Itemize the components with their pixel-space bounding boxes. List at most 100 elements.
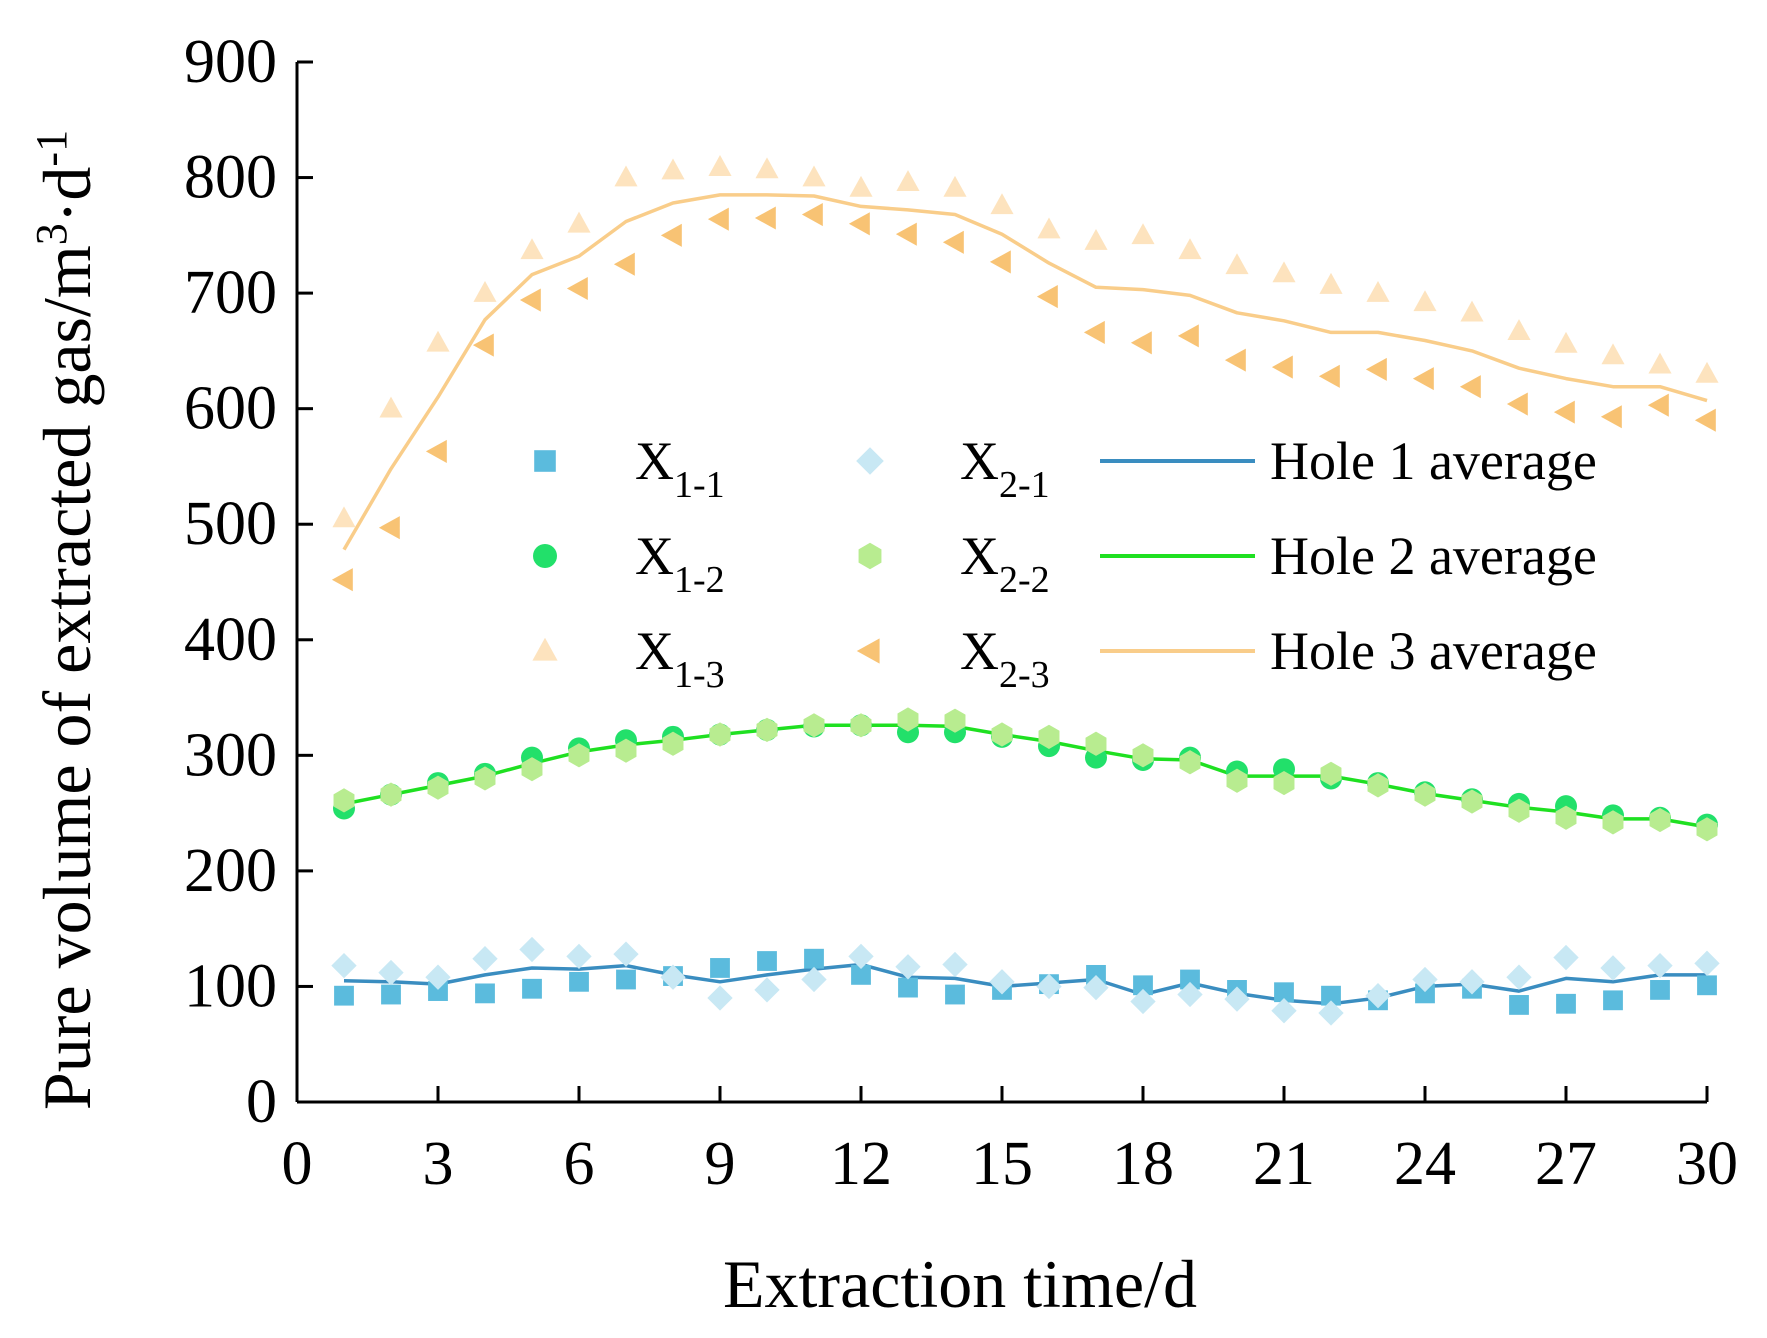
data-point	[1036, 285, 1058, 309]
data-point	[1647, 393, 1669, 417]
legend-label: Hole 1 average	[1270, 431, 1597, 491]
data-point	[1648, 352, 1672, 374]
data-point	[1083, 974, 1109, 1001]
legend-label: Hole 2 average	[1270, 526, 1597, 586]
data-point	[1412, 966, 1438, 993]
y-axis-title-sup1: 3	[27, 223, 76, 245]
data-point	[1318, 364, 1340, 388]
data-point	[1415, 983, 1435, 1004]
x-tick-label: 3	[423, 1130, 454, 1198]
data-point	[756, 717, 778, 743]
data-point	[897, 707, 919, 732]
data-point	[472, 946, 498, 972]
data-point	[521, 757, 543, 782]
data-point	[1650, 980, 1670, 1000]
data-point	[472, 333, 494, 357]
x-axis-title: Extraction time/d	[723, 1246, 1197, 1322]
data-point	[1271, 998, 1297, 1024]
data-point	[1224, 348, 1246, 372]
data-point	[1461, 789, 1483, 814]
x-tick-label: 30	[1676, 1130, 1738, 1198]
y-axis-title-sup2: -1	[27, 130, 76, 167]
data-point	[425, 964, 451, 990]
y-tick-label: 500	[184, 490, 277, 558]
y-tick-label: 0	[246, 1068, 277, 1136]
data-point	[1508, 798, 1530, 823]
average-line-hole-2	[343, 723, 1708, 829]
data-point	[1318, 1000, 1344, 1026]
data-point	[1694, 950, 1720, 976]
data-point	[754, 206, 776, 230]
data-point	[895, 222, 917, 246]
y-tick-label: 200	[184, 837, 277, 905]
data-point	[849, 175, 873, 197]
data-point	[1130, 988, 1156, 1015]
data-point	[804, 948, 824, 969]
data-point	[662, 731, 684, 756]
legend-marker	[856, 638, 880, 664]
y-axis-title-main: Pure volume of extracted gas/m	[29, 245, 105, 1110]
data-point	[942, 230, 964, 254]
data-point	[802, 165, 826, 187]
data-point	[1179, 750, 1201, 775]
data-point	[378, 959, 404, 986]
y-tick-label: 400	[184, 606, 277, 674]
data-point	[332, 506, 356, 528]
data-point	[1459, 969, 1485, 995]
data-point	[1697, 975, 1717, 996]
data-point	[1366, 281, 1390, 302]
data-point	[1273, 770, 1295, 796]
data-point	[475, 983, 495, 1004]
data-points	[331, 155, 1720, 1026]
series-X-1-1	[334, 948, 1717, 1015]
data-point	[566, 276, 588, 301]
legend-label: Hole 3 average	[1270, 621, 1597, 681]
data-point	[1460, 300, 1484, 322]
data-point	[334, 985, 354, 1006]
data-point	[708, 155, 732, 176]
legend-label: X2-1	[960, 431, 1050, 506]
data-point	[1600, 955, 1626, 981]
data-point	[1647, 952, 1673, 979]
data-point	[520, 238, 544, 260]
x-tick-label: 6	[564, 1130, 595, 1198]
data-point	[1272, 261, 1296, 283]
data-point	[1225, 253, 1249, 275]
data-point	[1274, 982, 1294, 1003]
x-tick-label: 15	[971, 1130, 1033, 1198]
data-point	[803, 713, 825, 738]
data-point	[1556, 993, 1576, 1014]
data-point	[898, 977, 918, 998]
data-point	[1224, 986, 1250, 1012]
y-axis-title: Pure volume of extracted gas/m3·d-1	[27, 130, 105, 1110]
data-point	[709, 722, 731, 747]
data-point	[1554, 331, 1578, 353]
data-point	[1132, 743, 1154, 768]
data-point	[1367, 773, 1389, 798]
data-point	[615, 738, 637, 763]
data-point	[660, 223, 682, 247]
data-point	[1271, 355, 1293, 379]
y-axis-ticks: 0 100 200 300 400 500 600 700 800 900	[184, 28, 313, 1136]
data-point	[1178, 238, 1202, 260]
data-point	[569, 971, 589, 992]
data-point	[428, 981, 448, 1001]
data-point	[990, 193, 1014, 215]
x-tick-label: 18	[1112, 1130, 1174, 1198]
data-point	[1412, 367, 1434, 391]
data-point	[1603, 990, 1623, 1011]
data-point	[474, 766, 496, 791]
y-tick-label: 100	[184, 952, 277, 1020]
data-point	[755, 157, 779, 179]
data-point	[1602, 810, 1624, 835]
data-point	[567, 211, 591, 233]
data-point	[1649, 807, 1671, 833]
legend-marker	[532, 637, 558, 661]
data-point	[707, 985, 733, 1011]
x-tick-label: 12	[830, 1130, 892, 1198]
data-point	[942, 951, 968, 978]
data-point	[754, 977, 780, 1003]
legend-marker	[533, 544, 557, 568]
data-point	[473, 281, 497, 302]
data-point	[1601, 343, 1625, 365]
